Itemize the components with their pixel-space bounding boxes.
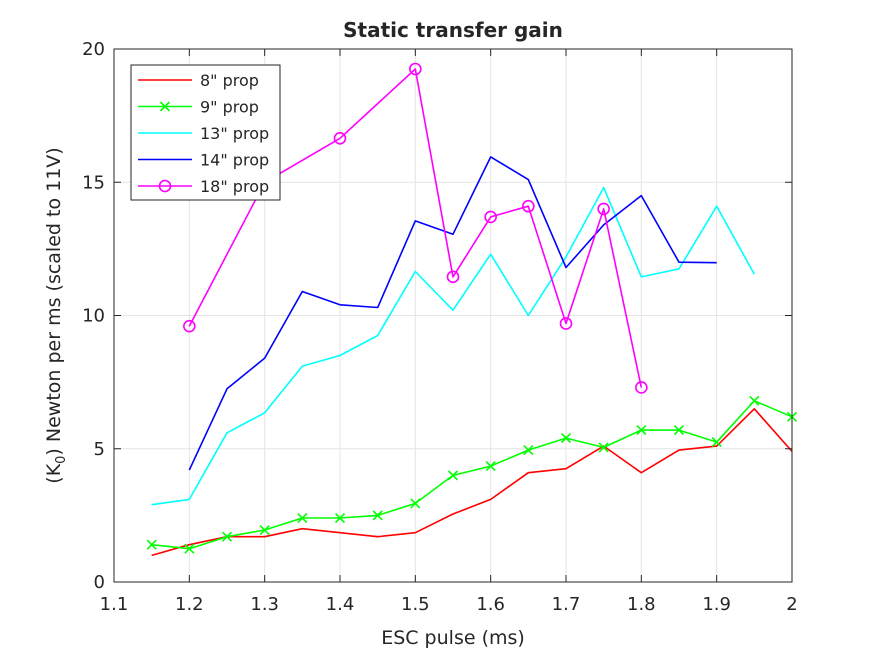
data-point-x-marker <box>184 543 195 554</box>
data-point-x-marker <box>636 425 647 436</box>
x-tick-label: 1.8 <box>627 594 656 615</box>
data-point-x-marker <box>372 510 383 521</box>
chart-title: Static transfer gain <box>343 18 563 42</box>
x-tick-label: 1.5 <box>401 594 430 615</box>
data-point-x-marker <box>523 445 534 456</box>
y-tick-label: 15 <box>82 172 105 193</box>
x-axis-label: ESC pulse (ms) <box>381 627 525 649</box>
data-point-x-marker <box>259 524 270 536</box>
data-point-circle-marker <box>635 381 648 394</box>
data-point-x-marker <box>159 101 171 112</box>
series-line <box>188 68 643 388</box>
x-tick-label: 1.7 <box>552 594 581 615</box>
data-point-circle-marker <box>522 199 535 213</box>
x-tick-label: 1.9 <box>702 594 731 615</box>
series-line <box>151 407 793 557</box>
data-point-circle-marker <box>484 210 497 224</box>
legend-label: 9" prop <box>200 98 259 117</box>
y-axis-label: (K0) Newton per ms (scaled to 11V) <box>43 147 69 483</box>
y-tick-label: 10 <box>82 306 105 327</box>
legend-label: 18" prop <box>200 177 269 196</box>
data-point-x-marker <box>221 531 233 542</box>
data-point-circle-marker <box>333 131 347 145</box>
series-line <box>151 186 756 506</box>
y-tick-label: 5 <box>94 439 105 460</box>
x-tick-label: 2 <box>786 594 797 615</box>
data-point-x-marker <box>447 470 459 481</box>
legend-item: 14" prop <box>138 151 269 170</box>
x-tick-label: 1.4 <box>326 594 355 615</box>
legend: 8" prop 9" prop 13" prop 14" prop 18" prop <box>130 64 281 201</box>
data-point-x-marker <box>334 512 346 524</box>
data-point-x-marker <box>297 512 308 524</box>
series-1 <box>151 407 793 557</box>
x-tick-label: 1.3 <box>250 594 279 615</box>
data-point-x-marker <box>711 437 722 448</box>
data-point-x-marker <box>598 442 609 453</box>
data-point-circle-marker <box>597 202 610 216</box>
series-3 <box>151 186 756 506</box>
data-point-x-marker <box>560 433 572 444</box>
series-4 <box>188 156 717 471</box>
series-line <box>151 399 793 550</box>
legend-label: 13" prop <box>200 124 269 143</box>
data-point-circle-marker <box>158 179 172 193</box>
y-axis-label-suffix: ) Newton per ms (scaled to 11V) <box>43 147 65 455</box>
legend-item: 8" prop <box>138 71 259 90</box>
series-2 <box>146 395 798 554</box>
data-point-x-marker <box>146 539 157 550</box>
legend-item: 13" prop <box>138 124 269 143</box>
legend-item: 18" prop <box>138 177 269 196</box>
data-point-circle-marker <box>559 317 573 330</box>
legend-label: 8" prop <box>200 71 259 90</box>
y-tick-label: 20 <box>82 39 105 60</box>
series-line <box>188 156 717 471</box>
legend-label: 14" prop <box>200 151 269 170</box>
data-point-circle-marker <box>409 62 422 76</box>
x-tick-label: 1.2 <box>175 594 204 615</box>
x-tick-label: 1.6 <box>476 594 505 615</box>
data-point-x-marker <box>410 498 421 509</box>
data-point-x-marker <box>485 461 496 472</box>
y-axis-label-prefix: (K <box>43 463 65 483</box>
data-point-x-marker <box>749 395 760 406</box>
data-point-x-marker <box>673 425 685 436</box>
data-point-circle-marker <box>446 270 460 284</box>
y-tick-label: 0 <box>94 572 105 593</box>
data-point-circle-marker <box>183 319 196 333</box>
series-layer <box>146 62 798 557</box>
y-axis-label-subscript: 0 <box>54 456 69 464</box>
x-tick-label: 1.1 <box>100 594 129 615</box>
legend-item: 9" prop <box>138 98 259 117</box>
